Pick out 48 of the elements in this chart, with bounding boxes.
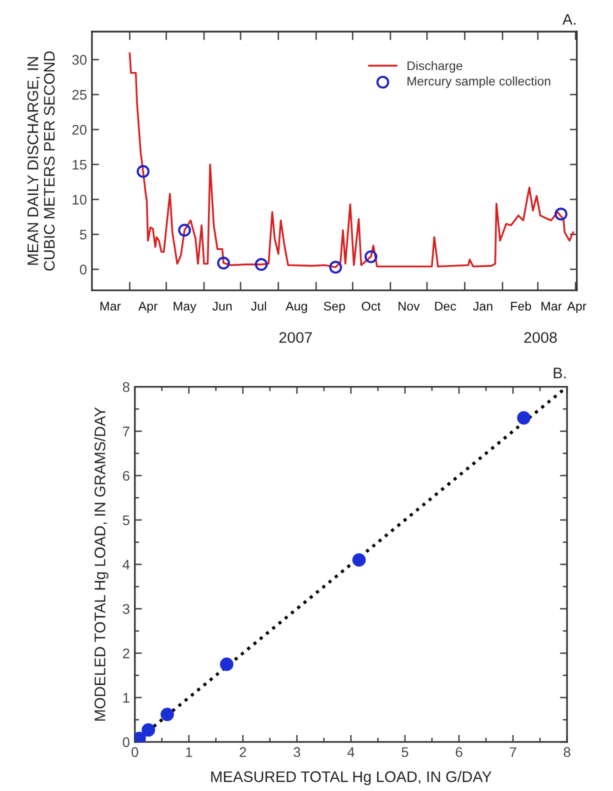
y-tick-label: 5	[122, 515, 130, 526]
legend-label: Mercury sample collection	[408, 76, 550, 88]
x-tick-label: 3	[294, 747, 300, 758]
y-tick-label: 4	[122, 560, 130, 570]
x-tick-label: Aug	[286, 302, 307, 314]
x-tick-label: Mar	[100, 302, 121, 311]
x-tick-label: Apr	[138, 302, 158, 314]
y-tick-label: 1	[123, 693, 130, 703]
x-tick-label: 6	[456, 747, 462, 758]
y-tick-label: 0	[80, 264, 87, 274]
x-tick-label: Jul	[251, 301, 266, 311]
x-tick-label: 1	[186, 747, 192, 757]
x-tick-label: Jun	[212, 302, 232, 311]
x-tick-label: 4	[347, 747, 354, 757]
y-tick-label: 0	[122, 737, 130, 748]
y-tick-label: 10	[72, 194, 87, 205]
x-tick-label: Dec	[435, 302, 456, 311]
text: A.	[562, 14, 576, 25]
legend-label: Discharge	[408, 60, 462, 73]
y-tick-label: 6	[122, 470, 130, 481]
y-tick-label: 25	[72, 90, 87, 100]
y-tick-label: 15	[72, 160, 87, 170]
x-tick-label: 2	[240, 747, 246, 757]
x-tick-label: May	[174, 302, 196, 314]
y-tick-label: 2	[122, 648, 130, 658]
x-tick-label: Apr	[567, 302, 586, 314]
y-tick-label: 3	[122, 604, 130, 614]
x-tick-label: Jan	[473, 302, 492, 311]
x-tick-label: Nov	[398, 302, 420, 311]
y-axis-title: MEAN DAILY DISCHARGE, IN CUBIC METERS PER SECOND	[27, 51, 55, 271]
y-tick-label: 7	[122, 426, 130, 436]
x-tick-label: 5	[402, 747, 408, 758]
y-tick-label: 30	[72, 54, 87, 65]
y-tick-label: 5	[80, 230, 87, 240]
x-tick-label: 7	[510, 747, 516, 757]
x-tick-label: Mar	[542, 302, 562, 311]
text: 2007	[279, 332, 312, 343]
x-tick-label: Feb	[511, 301, 532, 311]
y-axis-title: MODELED TOTAL Hg LOAD, IN GRAMS/DAY	[94, 407, 108, 721]
x-tick-label: Sep	[324, 302, 345, 314]
x-tick-label: 0	[132, 747, 138, 758]
x-axis-title: MEASURED TOTAL Hg LOAD, IN G/DAY	[211, 770, 492, 786]
y-tick-label: 8	[122, 382, 130, 392]
text: B.	[554, 368, 566, 378]
text: 2008	[524, 332, 557, 343]
x-tick-label: Oct	[362, 302, 381, 311]
y-tick-label: 20	[72, 124, 87, 135]
x-tick-label: 8	[564, 747, 570, 758]
